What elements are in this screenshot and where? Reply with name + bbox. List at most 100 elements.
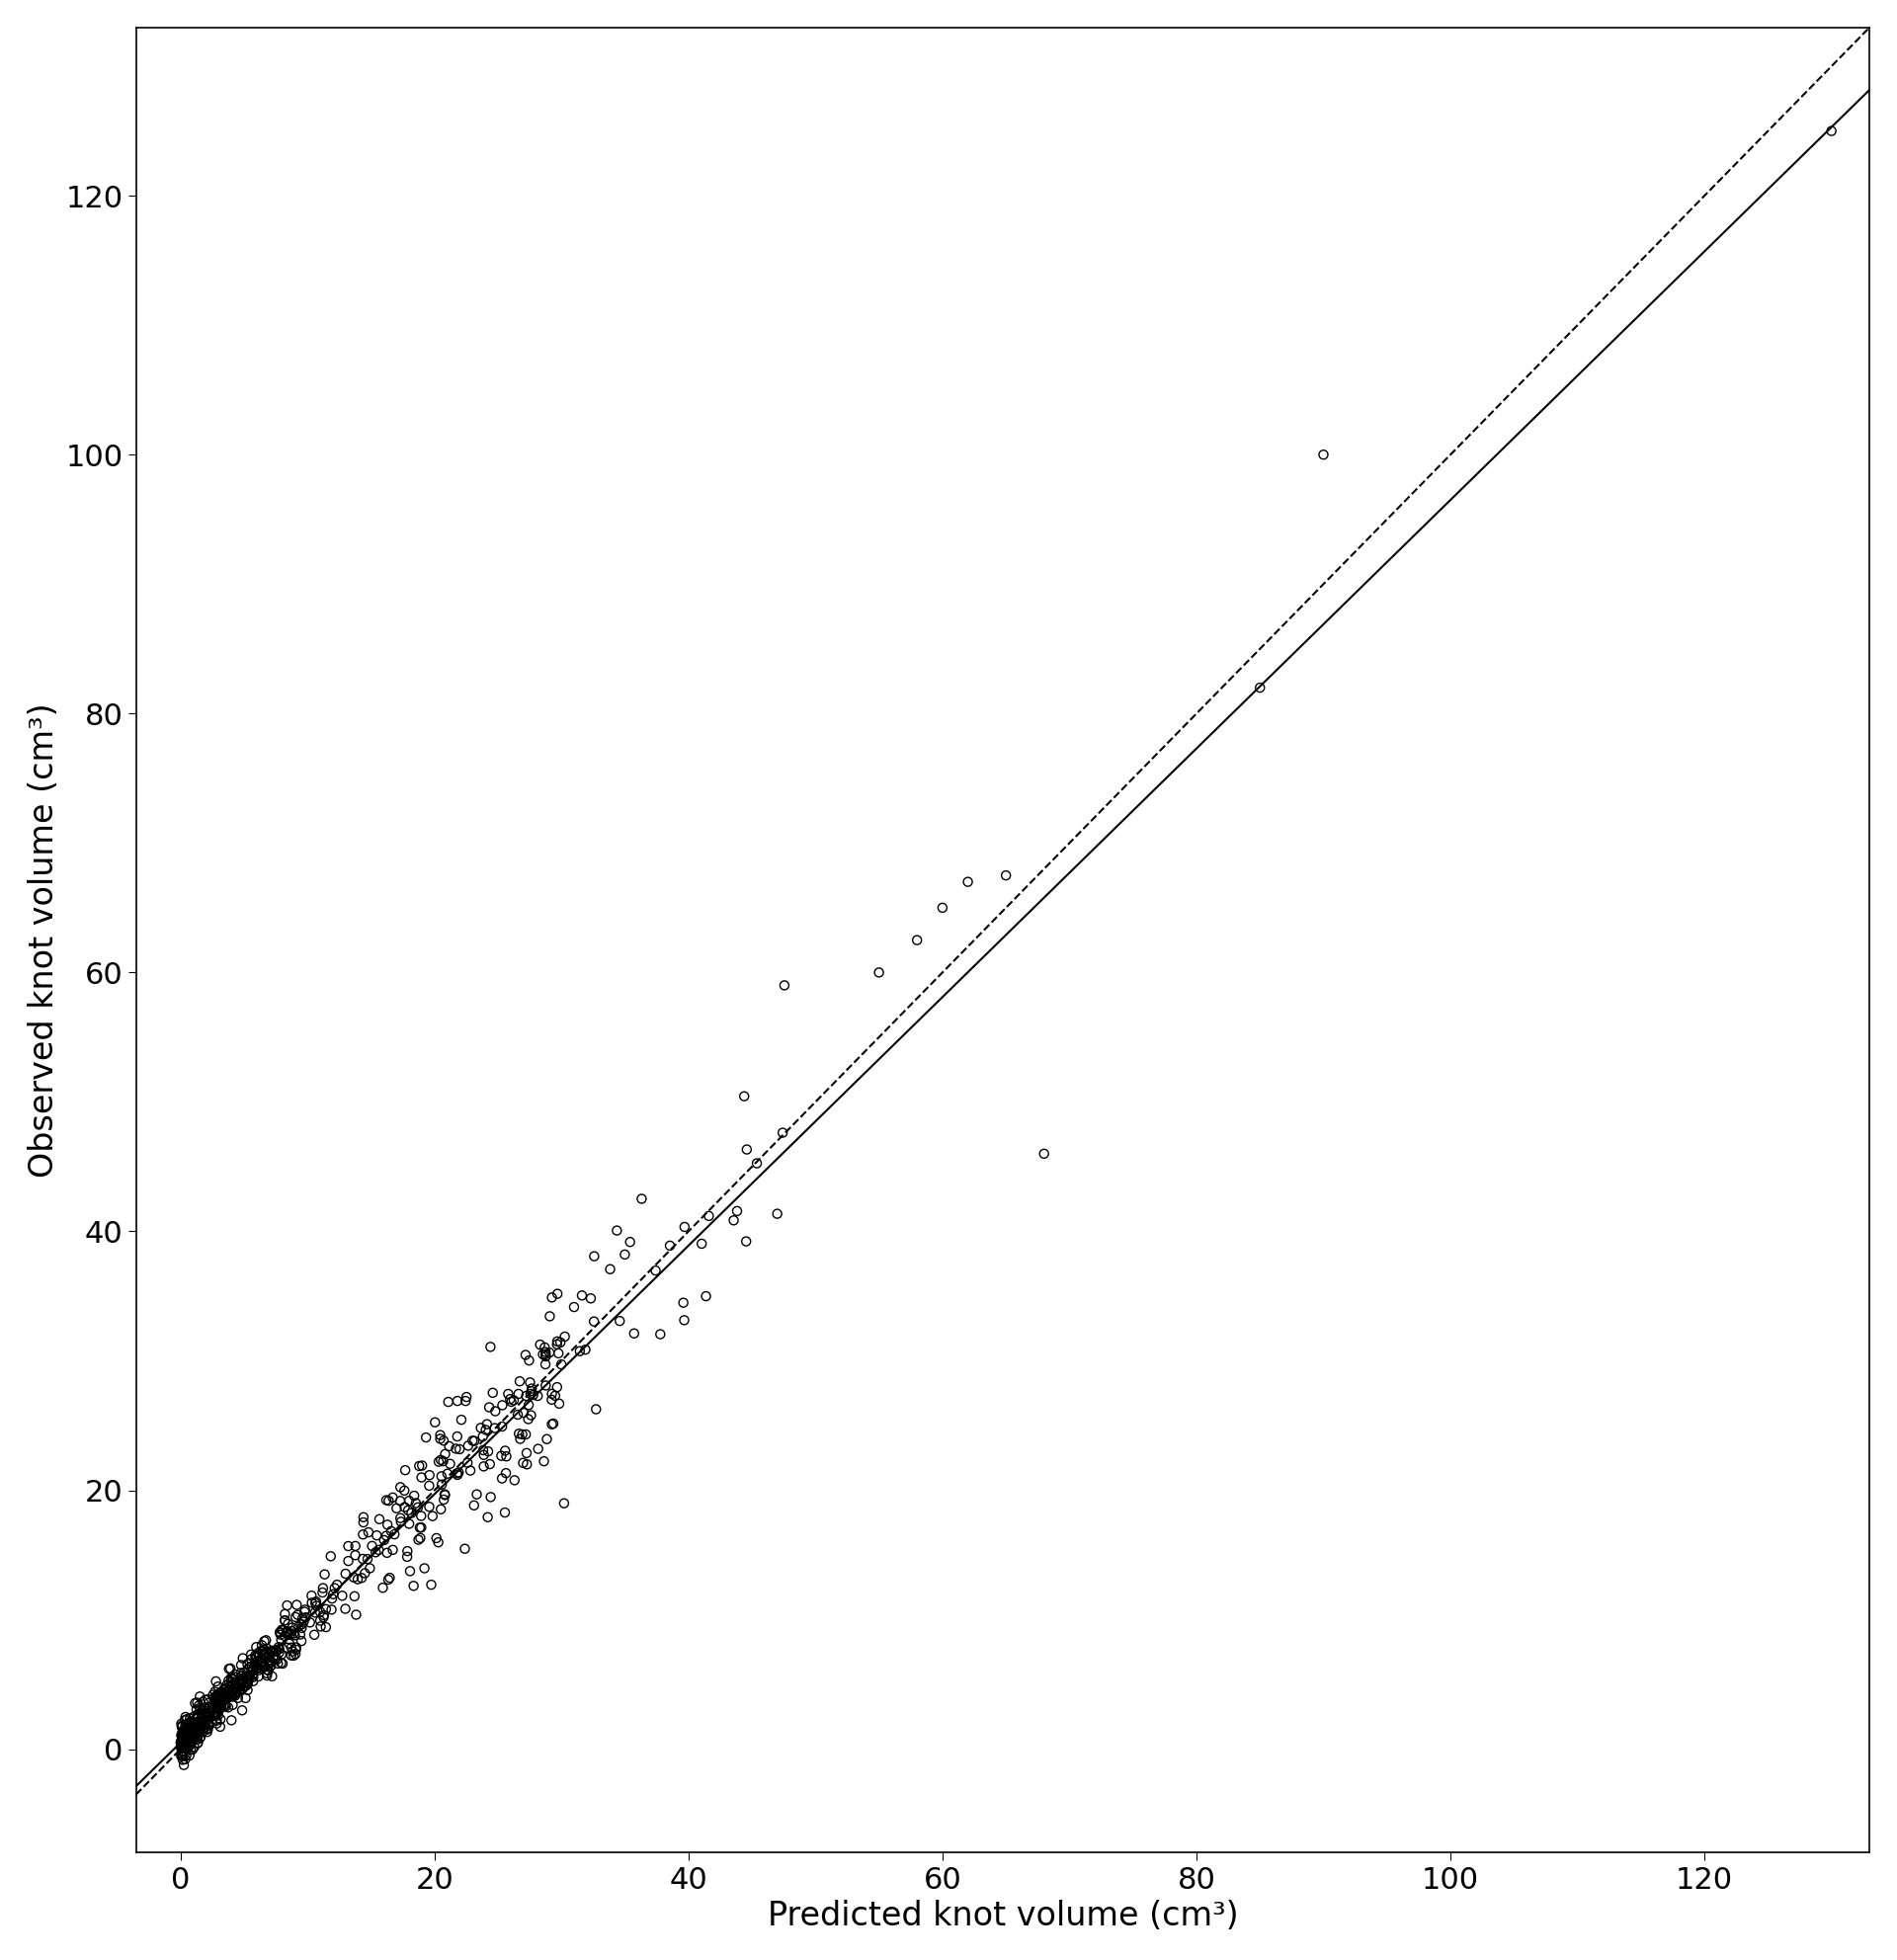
Point: [423, 1527, 453, 1558]
Point: [412, 1421, 442, 1452]
Point: [193, 1684, 224, 1715]
Point: [596, 1254, 626, 1286]
Point: [199, 1684, 230, 1715]
Point: [495, 1384, 525, 1415]
Point: [429, 1478, 459, 1509]
Point: [167, 1733, 197, 1764]
Point: [203, 1691, 233, 1723]
Point: [1244, 672, 1275, 704]
Point: [171, 1713, 201, 1744]
Point: [330, 1593, 360, 1625]
Point: [247, 1648, 277, 1680]
Point: [207, 1680, 237, 1711]
Point: [508, 1446, 539, 1478]
Point: [543, 1337, 573, 1368]
Point: [531, 1370, 562, 1401]
Point: [249, 1652, 279, 1684]
Point: [171, 1740, 201, 1772]
Point: [374, 1562, 404, 1593]
Point: [522, 1380, 552, 1411]
Point: [218, 1670, 249, 1701]
Point: [216, 1662, 247, 1693]
Point: [266, 1615, 296, 1646]
Point: [465, 1413, 495, 1445]
Point: [349, 1558, 379, 1590]
Point: [241, 1652, 271, 1684]
Point: [205, 1703, 235, 1735]
Point: [302, 1586, 332, 1617]
Point: [252, 1644, 283, 1676]
Point: [469, 1439, 499, 1470]
Point: [201, 1707, 231, 1739]
Point: [503, 1378, 533, 1409]
Point: [305, 1605, 336, 1637]
Point: [516, 1376, 546, 1407]
Point: [516, 1399, 546, 1431]
Point: [296, 1580, 326, 1611]
Point: [378, 1535, 408, 1566]
Point: [239, 1646, 269, 1678]
Point: [231, 1670, 262, 1701]
Point: [186, 1703, 216, 1735]
Point: [374, 1486, 404, 1517]
Point: [228, 1672, 258, 1703]
Point: [347, 1562, 378, 1593]
Point: [186, 1721, 216, 1752]
Point: [188, 1709, 218, 1740]
Point: [209, 1691, 239, 1723]
Point: [343, 1564, 374, 1595]
Point: [173, 1733, 203, 1764]
Point: [182, 1727, 212, 1758]
Point: [243, 1660, 273, 1691]
Point: [184, 1690, 214, 1721]
Point: [216, 1680, 247, 1711]
Point: [188, 1713, 218, 1744]
Point: [742, 1149, 772, 1180]
Point: [230, 1682, 260, 1713]
Point: [193, 1709, 224, 1740]
Point: [271, 1590, 302, 1621]
Point: [421, 1523, 451, 1554]
Point: [216, 1705, 247, 1737]
Point: [398, 1480, 429, 1511]
Point: [180, 1723, 211, 1754]
Point: [190, 1697, 220, 1729]
Point: [171, 1727, 201, 1758]
Point: [262, 1635, 292, 1666]
Point: [277, 1641, 307, 1672]
Point: [364, 1503, 395, 1535]
Point: [271, 1633, 302, 1664]
Point: [476, 1331, 506, 1362]
Point: [252, 1654, 283, 1686]
Point: [451, 1382, 482, 1413]
Point: [205, 1693, 235, 1725]
Point: [531, 1423, 562, 1454]
Point: [235, 1639, 266, 1670]
Point: [167, 1739, 197, 1770]
Point: [186, 1711, 216, 1742]
Point: [169, 1733, 199, 1764]
Point: [182, 1688, 212, 1719]
Point: [249, 1635, 279, 1666]
Point: [489, 1435, 520, 1466]
Point: [281, 1639, 311, 1670]
Point: [434, 1431, 465, 1462]
Point: [180, 1715, 211, 1746]
Point: [228, 1662, 258, 1693]
Point: [184, 1691, 214, 1723]
Point: [506, 1419, 537, 1450]
Point: [258, 1637, 288, 1668]
Point: [195, 1699, 226, 1731]
Point: [165, 1731, 195, 1762]
Point: [459, 1425, 489, 1456]
Point: [169, 1731, 199, 1762]
Point: [474, 1448, 505, 1480]
Point: [433, 1458, 463, 1490]
Point: [262, 1644, 292, 1676]
Point: [250, 1650, 281, 1682]
Point: [237, 1650, 267, 1682]
Point: [199, 1699, 230, 1731]
Point: [167, 1719, 197, 1750]
Point: [199, 1682, 230, 1713]
Point: [281, 1601, 311, 1633]
